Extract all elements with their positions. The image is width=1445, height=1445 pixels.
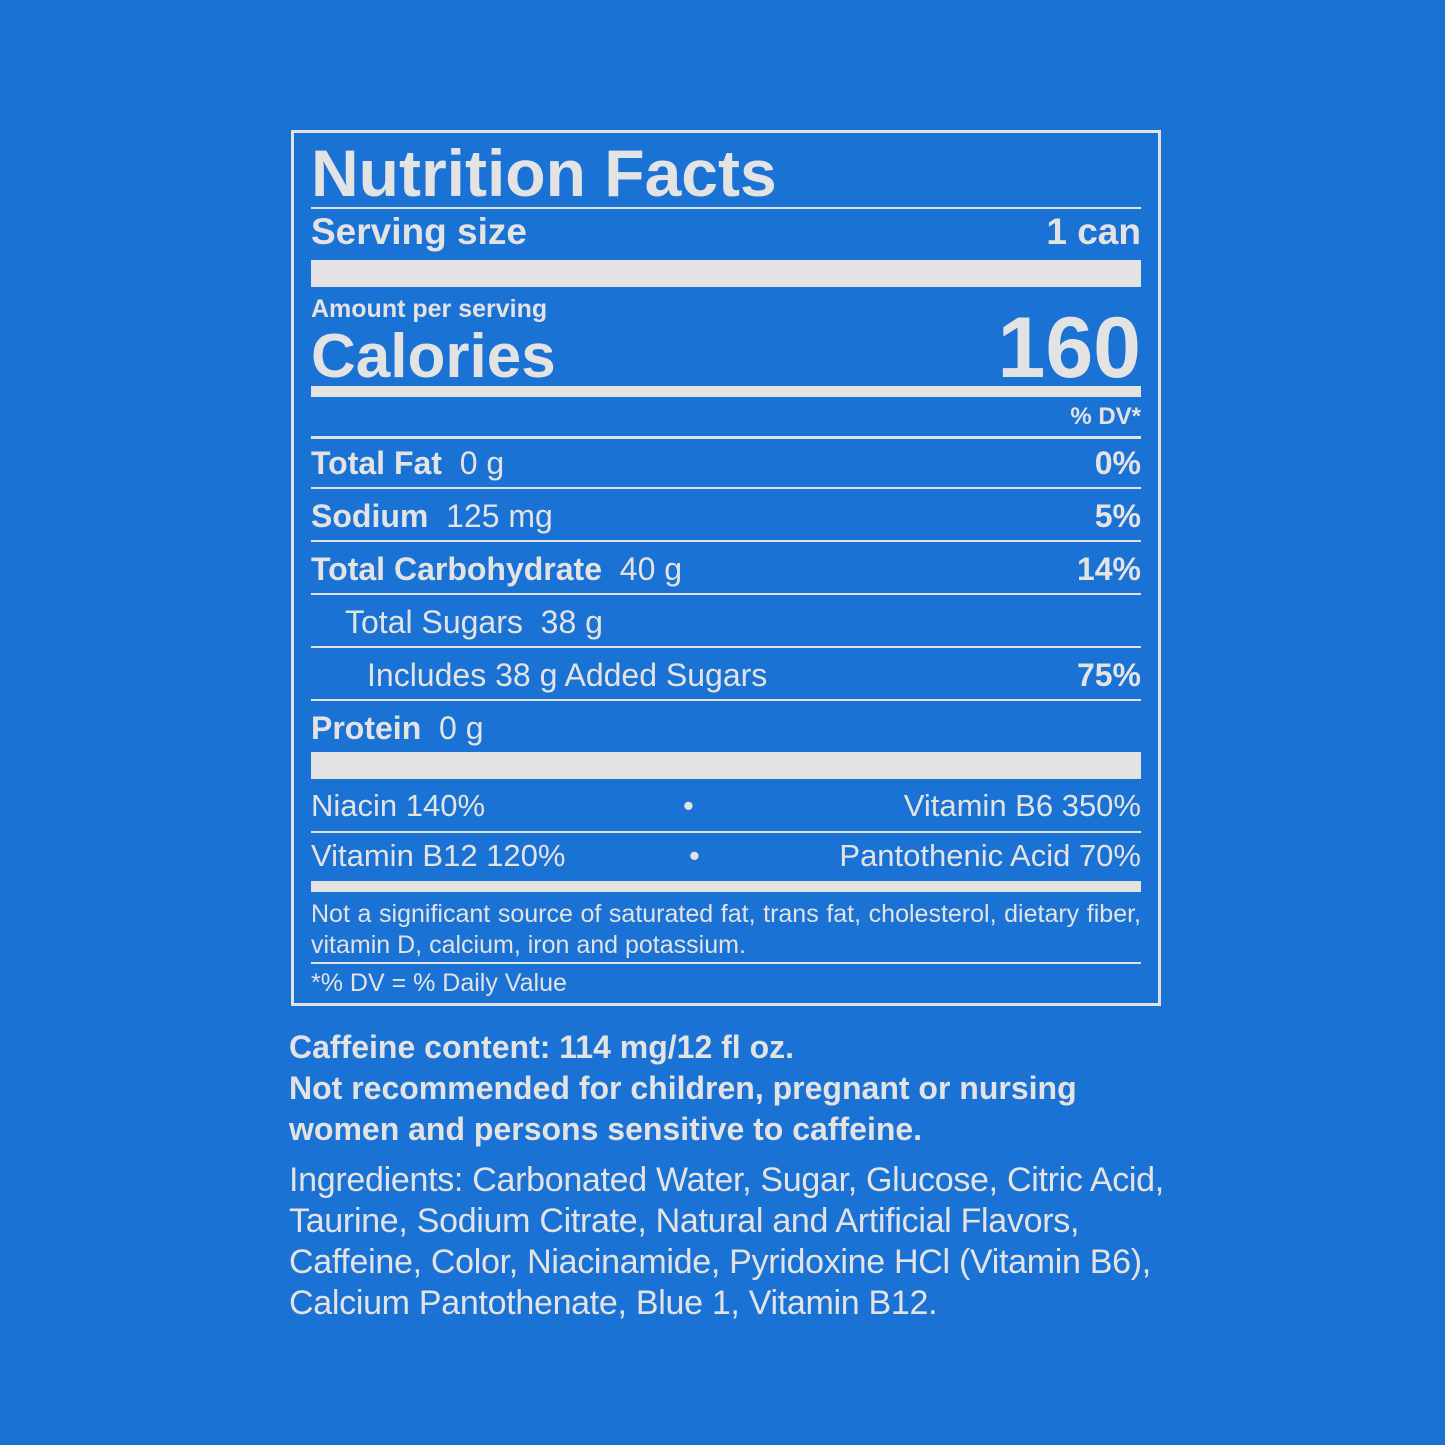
vitamin-left: Niacin 140% <box>311 788 486 823</box>
nutrient-name: Total Fat <box>311 445 442 481</box>
divider <box>311 699 1141 701</box>
divider <box>311 593 1141 595</box>
caffeine-content: Caffeine content: 114 mg/12 fl oz. <box>289 1029 794 1065</box>
serving-size-row: Serving size 1 can <box>311 211 1141 253</box>
nutrient-name-amount: Total Carbohydrate 40 g <box>311 551 682 588</box>
divider <box>311 831 1141 833</box>
ingredients: Ingredients: Carbonated Water, Sugar, Gl… <box>289 1161 1164 1322</box>
nutrient-name-amount: Total Sugars 38 g <box>311 604 603 641</box>
nutrient-dv: 0% <box>1094 445 1141 481</box>
nutrient-row: Total Carbohydrate 40 g 14% <box>311 551 1141 588</box>
vitamin-right: Pantothenic Acid 70% <box>839 838 1141 873</box>
divider <box>311 207 1141 209</box>
nutrient-amount: 125 mg <box>446 498 553 534</box>
nutrient-name-amount: Total Fat 0 g <box>311 445 504 482</box>
bullet: • <box>689 838 700 873</box>
label-title: Nutrition Facts <box>311 135 1141 211</box>
nutrient-name: Includes 38 g Added Sugars <box>367 657 768 693</box>
calories-value: 160 <box>997 300 1142 396</box>
nutrient-row: Includes 38 g Added Sugars 75% <box>311 657 1141 694</box>
nutrient-dv: 5% <box>1094 498 1141 534</box>
nutrient-row: Total Fat 0 g 0% <box>311 445 1141 482</box>
dv-note-text: *% DV = % Daily Value <box>311 969 567 997</box>
vitamin-right: Vitamin B6 350% <box>903 788 1141 823</box>
medium-divider <box>311 386 1141 397</box>
serving-value: 1 can <box>1046 211 1141 252</box>
nutrient-name: Total Carbohydrate <box>311 551 602 587</box>
thick-divider <box>311 260 1141 287</box>
vitamin-left: Vitamin B12 120% <box>311 838 566 873</box>
amount-per-serving: Amount per serving <box>311 295 1141 324</box>
divider <box>311 436 1141 439</box>
divider <box>311 487 1141 489</box>
caffeine-info: Caffeine content: 114 mg/12 fl oz. Not r… <box>289 1027 1169 1150</box>
nutrient-row: Protein 0 g <box>311 710 1141 747</box>
vitamin-row: Niacin 140% • Vitamin B6 350% <box>311 788 1141 824</box>
nutrient-amount: 38 g <box>540 604 603 640</box>
dv-header-text: % DV* <box>1070 403 1141 430</box>
divider <box>311 540 1141 542</box>
nutrient-name-amount: Includes 38 g Added Sugars <box>311 657 776 694</box>
calories-row: Calories 160 <box>311 299 1141 392</box>
title-text: Nutrition Facts <box>311 136 777 210</box>
nutrient-name: Total Sugars <box>345 604 523 640</box>
serving-label: Serving size <box>311 211 527 252</box>
dv-note: *% DV = % Daily Value <box>311 969 1141 998</box>
nutrient-row: Sodium 125 mg 5% <box>311 498 1141 535</box>
vitamin-row: Vitamin B12 120% • Pantothenic Acid 70% <box>311 838 1141 874</box>
calories-label: Calories <box>311 322 556 391</box>
divider <box>311 646 1141 648</box>
nutrient-amount: 0 g <box>459 445 505 481</box>
thick-divider <box>311 752 1141 779</box>
nutrient-name: Protein <box>311 710 422 746</box>
nutrient-name-amount: Protein 0 g <box>311 710 484 747</box>
dv-header: % DV* <box>311 403 1141 431</box>
caffeine-warning: Not recommended for children, pregnant o… <box>289 1070 1077 1147</box>
nutrient-dv: 75% <box>1076 657 1141 693</box>
nutrient-amount: 0 g <box>439 710 484 746</box>
nutrition-facts-label: Nutrition Facts Serving size 1 can Amoun… <box>291 130 1161 1006</box>
divider <box>311 962 1141 964</box>
nutrient-name-amount: Sodium 125 mg <box>311 498 553 535</box>
bullet: • <box>683 788 694 823</box>
nutrient-dv: 14% <box>1076 551 1141 587</box>
nutrient-amount: 40 g <box>619 551 683 587</box>
footnote: Not a significant source of saturated fa… <box>311 900 1141 959</box>
amount-label: Amount per serving <box>311 295 548 323</box>
medium-divider <box>311 881 1141 892</box>
nutrient-row: Total Sugars 38 g <box>311 604 1141 641</box>
nutrient-name: Sodium <box>311 498 429 534</box>
